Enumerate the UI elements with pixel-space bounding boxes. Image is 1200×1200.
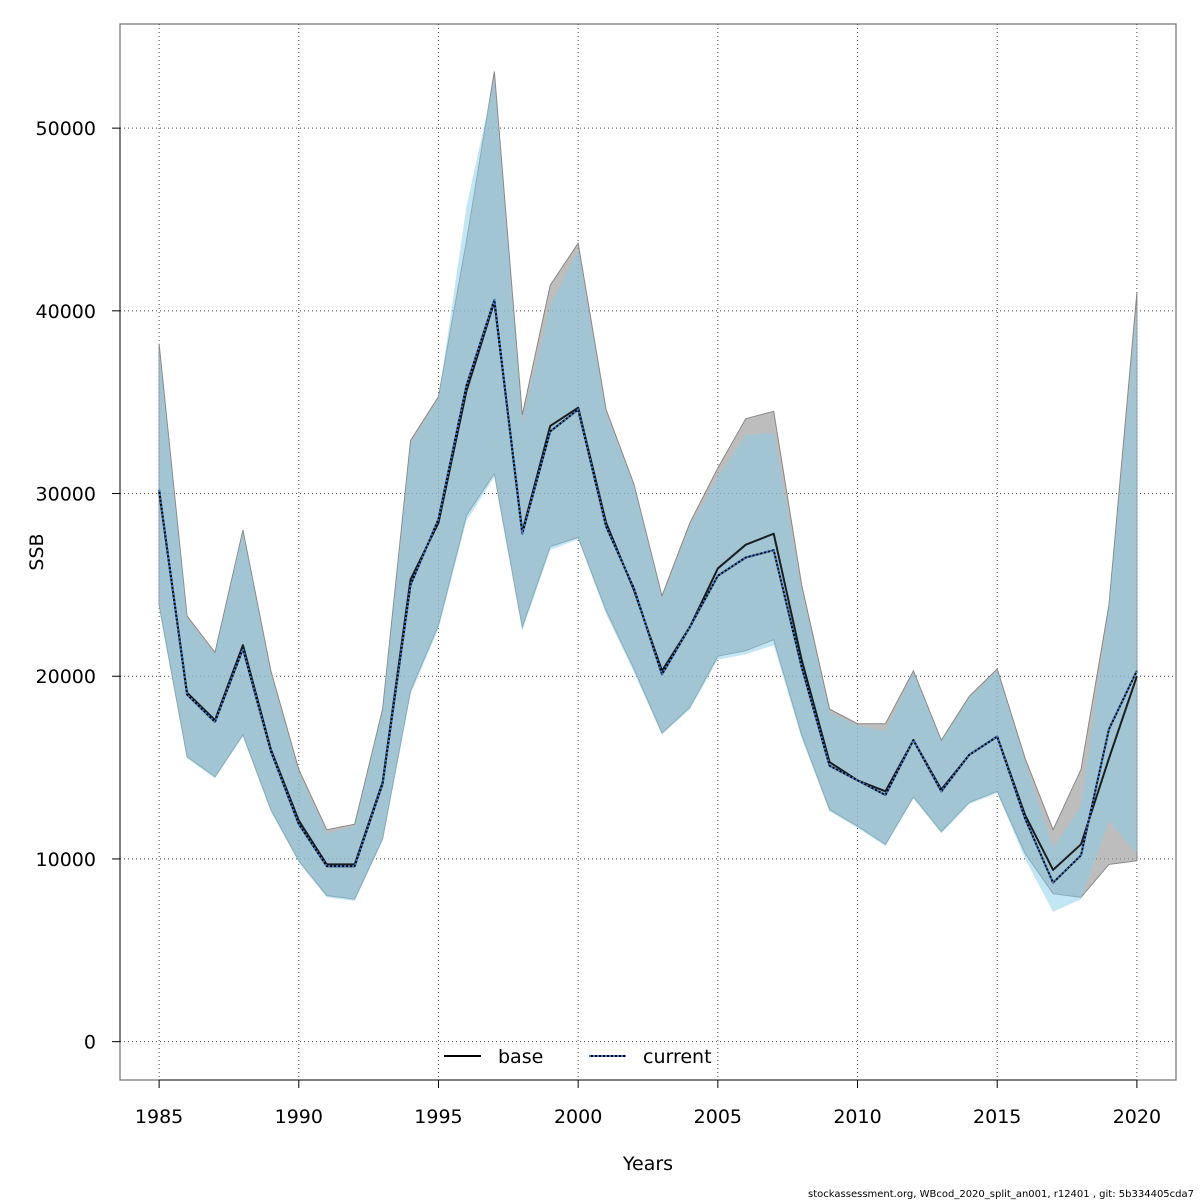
y-tick-label-0: 0: [84, 1032, 96, 1054]
y-tick-label-30000: 30000: [36, 484, 96, 506]
y-tick-label-40000: 40000: [36, 301, 96, 323]
x-tick-label-1990: 1990: [275, 1106, 323, 1128]
x-tick-label-2005: 2005: [694, 1106, 742, 1128]
y-tick-label-50000: 50000: [36, 118, 96, 140]
y-tick-label-20000: 20000: [36, 666, 96, 688]
y-tick-label-10000: 10000: [36, 849, 96, 871]
axes: 1985 1990 1995 2000 2005 2010 2015 2020 0 10000 20…: [36, 118, 1162, 1128]
x-tick-label-2000: 2000: [554, 1106, 602, 1128]
footer-credit: stockassessment.org, WBcod_2020_split_an…: [808, 1189, 1194, 1200]
x-tick-label-2010: 2010: [833, 1106, 881, 1128]
x-tick-label-2020: 2020: [1113, 1106, 1161, 1128]
x-tick-label-1985: 1985: [135, 1106, 183, 1128]
y-axis-title: SSB: [26, 533, 48, 570]
series-lines: [158, 298, 1138, 884]
x-tick-label-1995: 1995: [414, 1106, 462, 1128]
x-tick-label-2015: 2015: [973, 1106, 1021, 1128]
x-axis-title: Years: [622, 1153, 673, 1175]
legend-label-current: current: [643, 1046, 712, 1068]
legend: base current: [444, 1046, 712, 1068]
legend-label-base: base: [498, 1046, 543, 1068]
confidence-bands: [158, 71, 1138, 912]
band-current: [159, 78, 1137, 912]
line-current: [158, 298, 1138, 884]
